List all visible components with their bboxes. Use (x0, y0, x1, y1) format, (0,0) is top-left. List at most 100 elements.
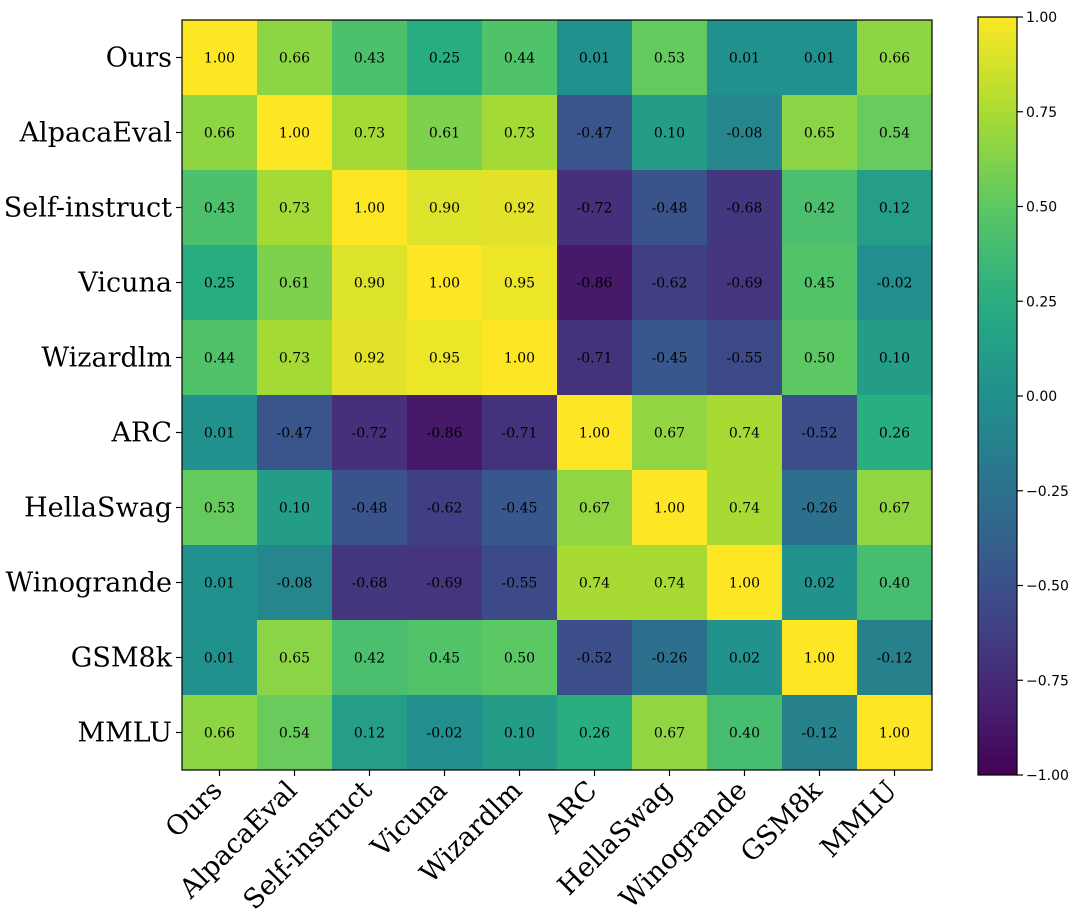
cell-value-label: -0.71 (577, 351, 613, 367)
plot-frame (181, 19, 933, 771)
cell-value-label: -0.52 (577, 651, 613, 667)
y-tick-label: Vicuna (77, 268, 172, 299)
cell-value-label: 0.01 (804, 51, 835, 67)
cell-value-label: 0.26 (579, 726, 610, 742)
heatmap-cell (782, 170, 858, 246)
heatmap-cell (482, 95, 558, 171)
x-tick-label: GSM8k (735, 775, 829, 869)
cell-value-label: 0.40 (879, 576, 910, 592)
cell-value-label: 0.10 (654, 126, 685, 142)
cell-value-label: 0.25 (204, 276, 235, 292)
cell-value-label: 0.67 (654, 426, 685, 442)
heatmap-cell (182, 20, 258, 96)
heatmap-cell (557, 170, 633, 246)
heatmap-cell (332, 395, 408, 471)
cell-value-label: 1.00 (429, 276, 460, 292)
cell-value-label: -0.02 (877, 276, 913, 292)
heatmap-cell (182, 95, 258, 171)
colorbar-tick-label: −0.25 (1026, 484, 1069, 500)
cell-value-label: -0.08 (277, 576, 313, 592)
heatmap-cell (707, 470, 783, 546)
heatmap-cell (707, 545, 783, 621)
heatmap-cell (332, 545, 408, 621)
heatmap-cell (182, 170, 258, 246)
cell-value-label: 0.26 (879, 426, 910, 442)
y-tick-label: HellaSwag (24, 493, 172, 524)
cell-value-label: 0.43 (204, 201, 235, 217)
heatmap-cell (857, 545, 933, 621)
heatmap-cell (782, 20, 858, 96)
cell-value-label: 1.00 (654, 501, 685, 517)
cell-value-label: 0.73 (504, 126, 535, 142)
heatmap-cell (182, 695, 258, 771)
cell-value-label: 0.12 (879, 201, 910, 217)
heatmap-cell (707, 695, 783, 771)
cell-value-label: 1.00 (579, 426, 610, 442)
heatmap-cell (257, 245, 333, 321)
cell-value-label: 0.66 (279, 51, 310, 67)
heatmap-cell (332, 245, 408, 321)
colorbar-tick-label: 1.00 (1026, 10, 1057, 26)
heatmap-cell (557, 245, 633, 321)
cell-value-label: -0.68 (727, 201, 763, 217)
cell-value-label: 0.65 (279, 651, 310, 667)
colorbar-tick-label: 0.50 (1026, 200, 1057, 216)
heatmap-cell (857, 170, 933, 246)
cell-value-label: 0.74 (729, 426, 760, 442)
heatmap-cell (782, 695, 858, 771)
cell-value-label: 1.00 (204, 51, 235, 67)
cell-value-label: 0.73 (279, 351, 310, 367)
heatmap-cell (332, 470, 408, 546)
cell-value-label: -0.68 (352, 576, 388, 592)
cell-value-label: 0.44 (204, 351, 235, 367)
cell-value-label: -0.26 (802, 501, 838, 517)
cell-value-label: 1.00 (729, 576, 760, 592)
heatmap-cell (632, 620, 708, 696)
cell-value-label: 0.01 (204, 576, 235, 592)
heatmap-cell (557, 320, 633, 396)
cell-value-label: -0.62 (427, 501, 463, 517)
heatmap-cell (557, 620, 633, 696)
heatmap-cell (857, 20, 933, 96)
cell-value-label: 0.73 (279, 201, 310, 217)
cell-value-label: 0.74 (729, 501, 760, 517)
heatmap-cell (707, 320, 783, 396)
cell-value-label: 0.92 (354, 351, 385, 367)
cell-value-label: 0.01 (204, 426, 235, 442)
y-tick-label: MMLU (78, 718, 173, 749)
cell-value-label: 0.74 (579, 576, 610, 592)
cell-value-label: 0.61 (279, 276, 310, 292)
cell-value-label: 0.45 (804, 276, 835, 292)
heatmap-cell (707, 245, 783, 321)
cell-value-label: 0.92 (504, 201, 535, 217)
heatmap-cell (857, 245, 933, 321)
heatmap-cell (182, 395, 258, 471)
colorbar-tick-label: 0.75 (1026, 105, 1057, 121)
cell-value-label: -0.47 (577, 126, 613, 142)
heatmap-cell (632, 20, 708, 96)
y-tick-label: Ours (106, 43, 172, 74)
cell-value-label: -0.86 (577, 276, 613, 292)
y-tick-label: Self-instruct (4, 193, 172, 224)
heatmap-cell (857, 395, 933, 471)
heatmap-cell (407, 620, 483, 696)
x-tick-label: ARC (538, 775, 603, 840)
heatmap-cell (257, 470, 333, 546)
heatmap-cell (407, 695, 483, 771)
cell-value-label: -0.02 (427, 726, 463, 742)
heatmap-cell (482, 20, 558, 96)
cell-value-label: -0.69 (427, 576, 463, 592)
cell-value-label: 0.25 (429, 51, 460, 67)
cell-value-label: -0.72 (352, 426, 388, 442)
cell-value-label: -0.55 (727, 351, 763, 367)
cell-value-label: 0.40 (729, 726, 760, 742)
heatmap-cell (707, 20, 783, 96)
x-tick-label: Self-instruct (238, 775, 379, 916)
cell-value-label: -0.26 (652, 651, 688, 667)
heatmap-cell (482, 395, 558, 471)
heatmap-cell (257, 545, 333, 621)
heatmap-cell (332, 170, 408, 246)
heatmap-cell (332, 20, 408, 96)
cell-value-label: 0.42 (354, 651, 385, 667)
